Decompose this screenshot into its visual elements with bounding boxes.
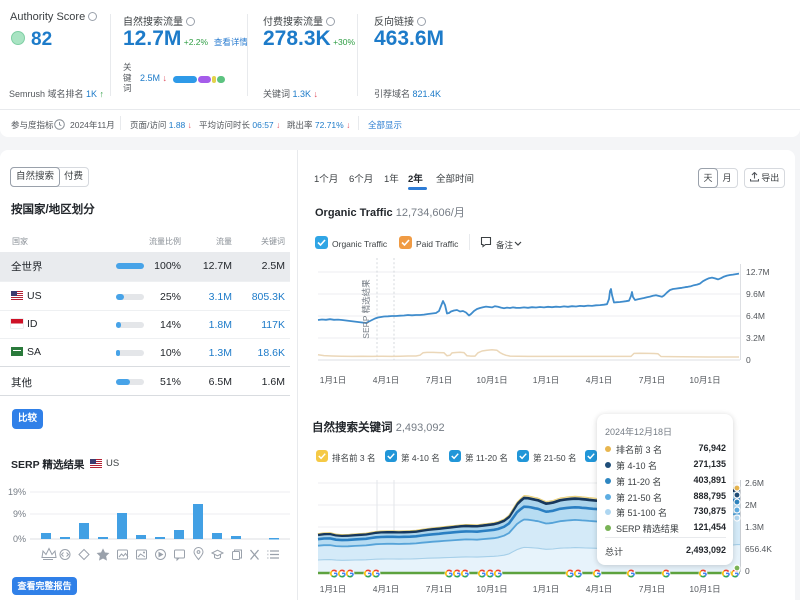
svg-text:0: 0 xyxy=(745,566,750,576)
svg-text:0%: 0% xyxy=(13,534,26,544)
svg-text:2.6M: 2.6M xyxy=(745,478,764,488)
svg-text:0: 0 xyxy=(746,355,751,365)
svg-text:7月1日: 7月1日 xyxy=(426,584,452,594)
svg-text:9.6M: 9.6M xyxy=(746,289,765,299)
svg-text:10月1日: 10月1日 xyxy=(689,375,720,385)
svg-text:10月1日: 10月1日 xyxy=(476,375,507,385)
svg-text:656.4K: 656.4K xyxy=(745,544,772,554)
svg-text:7月1日: 7月1日 xyxy=(426,375,452,385)
svg-text:4月1日: 4月1日 xyxy=(586,375,612,385)
svg-text:19%: 19% xyxy=(8,487,26,497)
svg-text:1月1日: 1月1日 xyxy=(320,375,346,385)
svg-text:4月1日: 4月1日 xyxy=(586,584,612,594)
svg-text:1月1日: 1月1日 xyxy=(320,584,346,594)
svg-text:4月1日: 4月1日 xyxy=(373,584,399,594)
svg-text:10月1日: 10月1日 xyxy=(476,584,507,594)
svg-text:1.3M: 1.3M xyxy=(745,522,764,532)
svg-text:7月1日: 7月1日 xyxy=(639,584,665,594)
svg-text:7月1日: 7月1日 xyxy=(639,375,665,385)
svg-text:9%: 9% xyxy=(13,509,26,519)
svg-text:SERP 精选结果: SERP 精选结果 xyxy=(361,279,371,339)
svg-text:6.4M: 6.4M xyxy=(746,311,765,321)
svg-text:12.7M: 12.7M xyxy=(746,267,770,277)
svg-text:2M: 2M xyxy=(745,500,757,510)
svg-text:4月1日: 4月1日 xyxy=(373,375,399,385)
svg-text:1月1日: 1月1日 xyxy=(533,584,559,594)
svg-text:3.2M: 3.2M xyxy=(746,333,765,343)
svg-text:10月1日: 10月1日 xyxy=(689,584,720,594)
svg-text:1月1日: 1月1日 xyxy=(533,375,559,385)
